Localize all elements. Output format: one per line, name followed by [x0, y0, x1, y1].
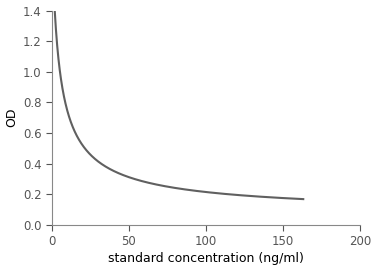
Y-axis label: OD: OD — [6, 108, 18, 127]
X-axis label: standard concentration (ng/ml): standard concentration (ng/ml) — [108, 253, 304, 265]
